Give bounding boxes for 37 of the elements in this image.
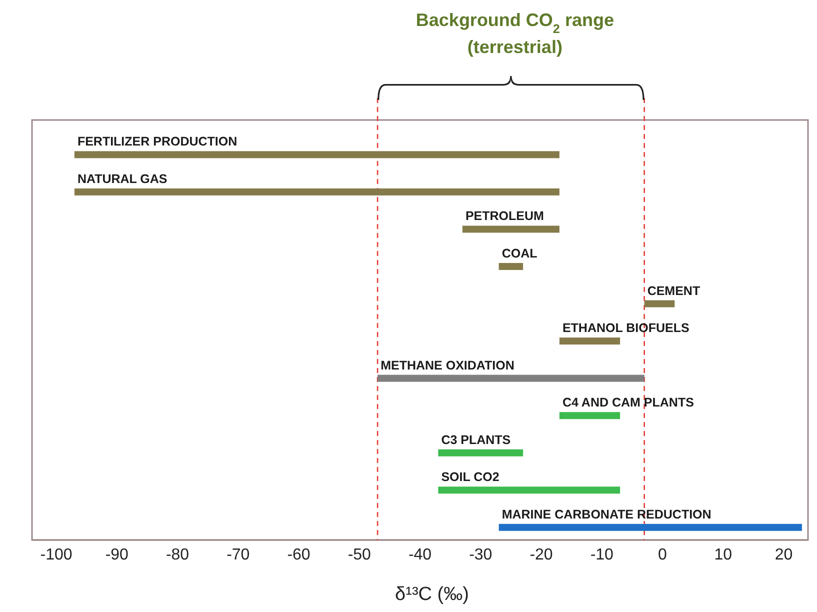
text: Background CO$_{2}$ range (terrestrial): [416, 10, 614, 57]
y-tick-label: METHANE OXIDATION: [380, 358, 514, 372]
x-tick-label: -10: [590, 546, 614, 564]
y-tick-label: NATURAL GAS: [77, 172, 168, 186]
x-tick-label: -60: [287, 546, 310, 564]
x-tick-label: -20: [530, 546, 553, 564]
y-tick-label: MARINE CARBONATE REDUCTION: [502, 507, 712, 522]
bar: [498, 262, 524, 270]
x-tick-label: -90: [105, 546, 129, 564]
y-tick-label: SOIL CO2: [441, 470, 500, 484]
bar: [74, 151, 560, 158]
x-tick-label: -40: [408, 546, 432, 564]
bar: [644, 300, 675, 308]
bar: [559, 338, 620, 345]
x-tick-label: 20: [774, 546, 793, 564]
y-tick-label: C4 AND CAM PLANTS: [562, 396, 694, 410]
bar: [74, 188, 560, 196]
x-tick-label: -70: [226, 546, 250, 564]
y-tick-label: COAL: [502, 246, 538, 260]
y-tick-label: C3 PLANTS: [441, 432, 511, 447]
bar: [438, 486, 620, 494]
x-tick-label: 0: [658, 546, 668, 564]
x-tick-label: -80: [166, 546, 190, 564]
bar: [438, 449, 524, 456]
y-tick-label: FERTILIZER PRODUCTION: [77, 134, 238, 149]
bar: [378, 374, 644, 382]
bar: [559, 412, 620, 420]
x-tick-label: 10: [714, 546, 732, 564]
bar: [498, 524, 802, 531]
y-tick-label: ETHANOL BIOFUELS: [562, 321, 690, 336]
x-tick-label: -100: [40, 546, 72, 564]
y-tick-label: PETROLEUM: [465, 209, 544, 224]
x-tick-label: -30: [469, 546, 492, 564]
x-axis-title: δ¹³C (‰): [395, 584, 469, 605]
bar: [462, 226, 560, 233]
x-tick-label: -50: [348, 546, 372, 564]
y-tick-label: CEMENT: [647, 284, 700, 298]
